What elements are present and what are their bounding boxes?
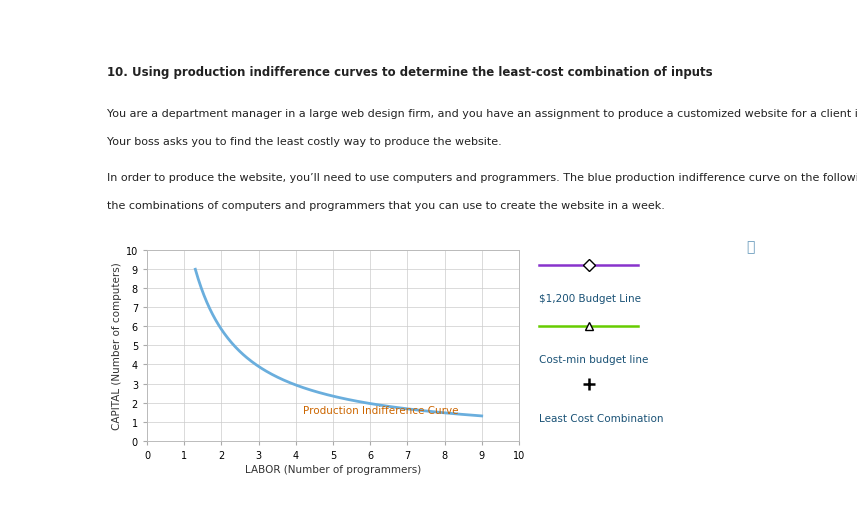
Text: Your boss asks you to find the least costly way to produce the website.: Your boss asks you to find the least cos… (107, 137, 502, 146)
Text: $1,200 Budget Line: $1,200 Budget Line (539, 294, 641, 304)
Text: Least Cost Combination: Least Cost Combination (539, 413, 663, 423)
Text: the combinations of computers and programmers that you can use to create the web: the combinations of computers and progra… (107, 200, 665, 211)
Text: Cost-min budget line: Cost-min budget line (539, 355, 648, 365)
Text: 10. Using production indifference curves to determine the least-cost combination: 10. Using production indifference curves… (107, 66, 713, 79)
Text: In order to produce the website, you’ll need to use computers and programmers. T: In order to produce the website, you’ll … (107, 173, 857, 183)
Text: You are a department manager in a large web design firm, and you have an assignm: You are a department manager in a large … (107, 109, 857, 119)
Text: ⓘ: ⓘ (746, 240, 755, 254)
